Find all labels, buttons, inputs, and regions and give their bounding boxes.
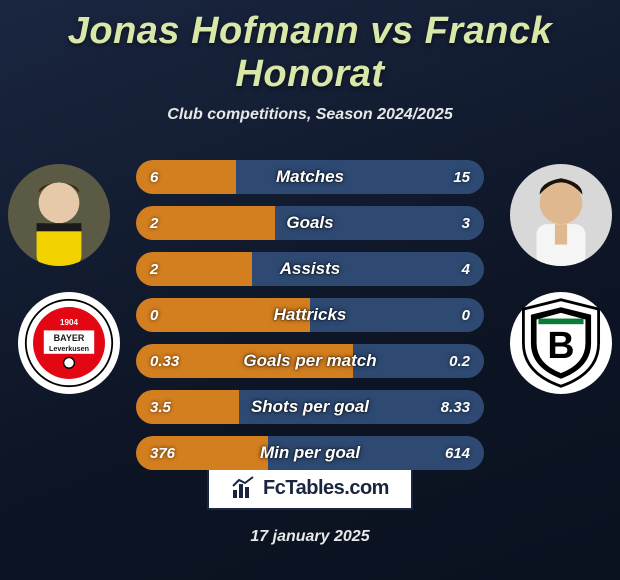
svg-text:Leverkusen: Leverkusen xyxy=(49,344,89,353)
stat-fill-right xyxy=(275,206,484,240)
stat-value-right: 614 xyxy=(445,445,470,462)
stat-value-left: 0.33 xyxy=(150,353,179,370)
stat-bars: 615Matches23Goals24Assists00Hattricks0.3… xyxy=(136,160,484,482)
stat-value-right: 3 xyxy=(462,215,470,232)
subtitle: Club competitions, Season 2024/2025 xyxy=(0,106,620,124)
stat-fill-right xyxy=(310,298,484,332)
stat-value-left: 0 xyxy=(150,307,158,324)
stat-value-left: 376 xyxy=(150,445,175,462)
stat-row: 00Hattricks xyxy=(136,298,484,332)
stat-value-right: 0 xyxy=(462,307,470,324)
svg-text:BAYER: BAYER xyxy=(54,333,85,343)
svg-text:1904: 1904 xyxy=(60,318,78,327)
stat-value-left: 2 xyxy=(150,261,158,278)
stat-row: 23Goals xyxy=(136,206,484,240)
page-title: Jonas Hofmann vs Franck Honorat xyxy=(0,0,620,96)
player-left-avatar xyxy=(8,164,110,266)
chart-icon xyxy=(231,476,255,500)
stat-value-left: 6 xyxy=(150,169,158,186)
comparison-block: 1904 BAYER Leverkusen B 615Matches23Goal… xyxy=(0,152,620,492)
stat-value-right: 4 xyxy=(462,261,470,278)
stat-value-left: 3.5 xyxy=(150,399,171,416)
stat-row: 615Matches xyxy=(136,160,484,194)
stat-fill-right xyxy=(236,160,484,194)
stat-row: 24Assists xyxy=(136,252,484,286)
stat-fill-right xyxy=(252,252,484,286)
stat-value-right: 0.2 xyxy=(449,353,470,370)
brand-box: FcTables.com xyxy=(207,466,413,510)
club-right-logo: B xyxy=(510,292,612,394)
stat-row: 3.58.33Shots per goal xyxy=(136,390,484,424)
stat-value-right: 15 xyxy=(453,169,470,186)
stat-row: 0.330.2Goals per match xyxy=(136,344,484,378)
svg-text:B: B xyxy=(547,324,574,366)
player-right-avatar xyxy=(510,164,612,266)
stat-row: 376614Min per goal xyxy=(136,436,484,470)
club-left-logo: 1904 BAYER Leverkusen xyxy=(18,292,120,394)
footer: FcTables.com 17 january 2025 xyxy=(0,466,620,546)
stat-fill-left xyxy=(136,298,310,332)
brand-text: FcTables.com xyxy=(263,477,389,500)
stat-value-left: 2 xyxy=(150,215,158,232)
date-text: 17 january 2025 xyxy=(0,528,620,546)
stat-value-right: 8.33 xyxy=(441,399,470,416)
